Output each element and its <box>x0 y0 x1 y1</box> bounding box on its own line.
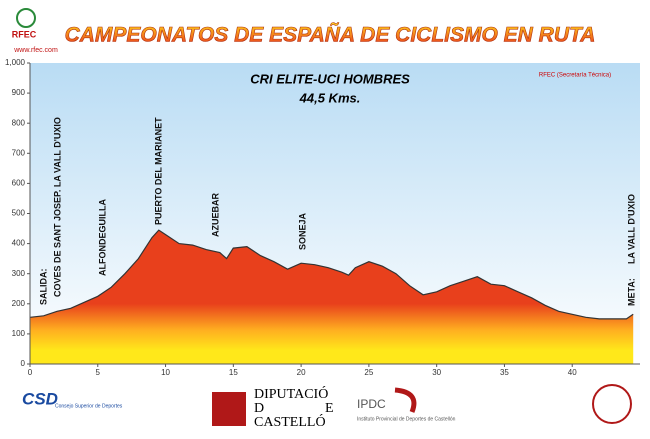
y-tick-label: 100 <box>12 329 26 338</box>
annotation: SONEJA <box>297 212 307 250</box>
ipdc-name: Instituto Provincial de Deportes de Cast… <box>357 416 456 422</box>
ipdc-logo: IPDC <box>357 397 386 411</box>
subtitle: CRI ELITE-UCI HOMBRES <box>250 71 410 86</box>
annotation: ALFONDEGUILLA <box>97 199 107 276</box>
x-tick-label: 35 <box>500 368 509 377</box>
chart-title: CAMPEONATOS DE ESPAÑA DE CICLISMO EN RUT… <box>65 24 596 47</box>
annotation: AZUEBAR <box>210 193 220 237</box>
x-tick-label: 30 <box>432 368 441 377</box>
x-tick-label: 5 <box>96 368 101 377</box>
x-tick-label: 10 <box>161 368 170 377</box>
dip-text: D <box>254 401 264 416</box>
y-tick-label: 300 <box>12 269 26 278</box>
x-tick-label: 20 <box>297 368 306 377</box>
distance: 44,5 Kms. <box>299 90 361 105</box>
y-tick-label: 1,000 <box>5 58 26 67</box>
y-tick-label: 700 <box>12 148 26 157</box>
y-tick-label: 800 <box>12 118 26 127</box>
y-tick-label: 900 <box>12 88 26 97</box>
y-tick-label: 0 <box>21 359 26 368</box>
profile-line <box>29 229 634 320</box>
csd-logo: CSD <box>22 389 58 408</box>
x-tick-label: 0 <box>28 368 33 377</box>
dip-text: E <box>325 401 334 416</box>
annotation: SALIDA: <box>38 269 48 306</box>
dip-text: DIPUTACIÓ <box>254 385 328 402</box>
area <box>30 230 634 364</box>
rfec-icon <box>16 8 36 28</box>
y-tick-label: 400 <box>12 239 26 248</box>
csd-name: Consejo Superior de Deportes <box>55 403 123 409</box>
seal <box>592 384 632 424</box>
y-tick-label: 200 <box>12 299 26 308</box>
annotation: COVES DE SANT JOSEP. LA VALL D'UXIO <box>52 117 62 297</box>
annotation: META: <box>626 278 636 306</box>
ipdc-icon <box>394 387 417 413</box>
credit: RFEC (Secretaría Técnica) <box>539 73 611 79</box>
annotation: LA VALL D'UXIO <box>626 194 636 264</box>
rfec-logo: RFEC <box>12 29 37 39</box>
x-tick-label: 25 <box>364 368 373 377</box>
x-tick-label: 40 <box>568 368 577 377</box>
y-tick-label: 600 <box>12 179 26 188</box>
rfec-web: www.rfec.com <box>13 47 58 54</box>
dip-icon <box>212 392 246 426</box>
dip-text: CASTELLÓ <box>254 413 326 430</box>
x-tick-label: 15 <box>229 368 238 377</box>
y-tick-label: 500 <box>12 209 26 218</box>
annotation: PUERTO DEL MARIANET <box>153 117 163 225</box>
